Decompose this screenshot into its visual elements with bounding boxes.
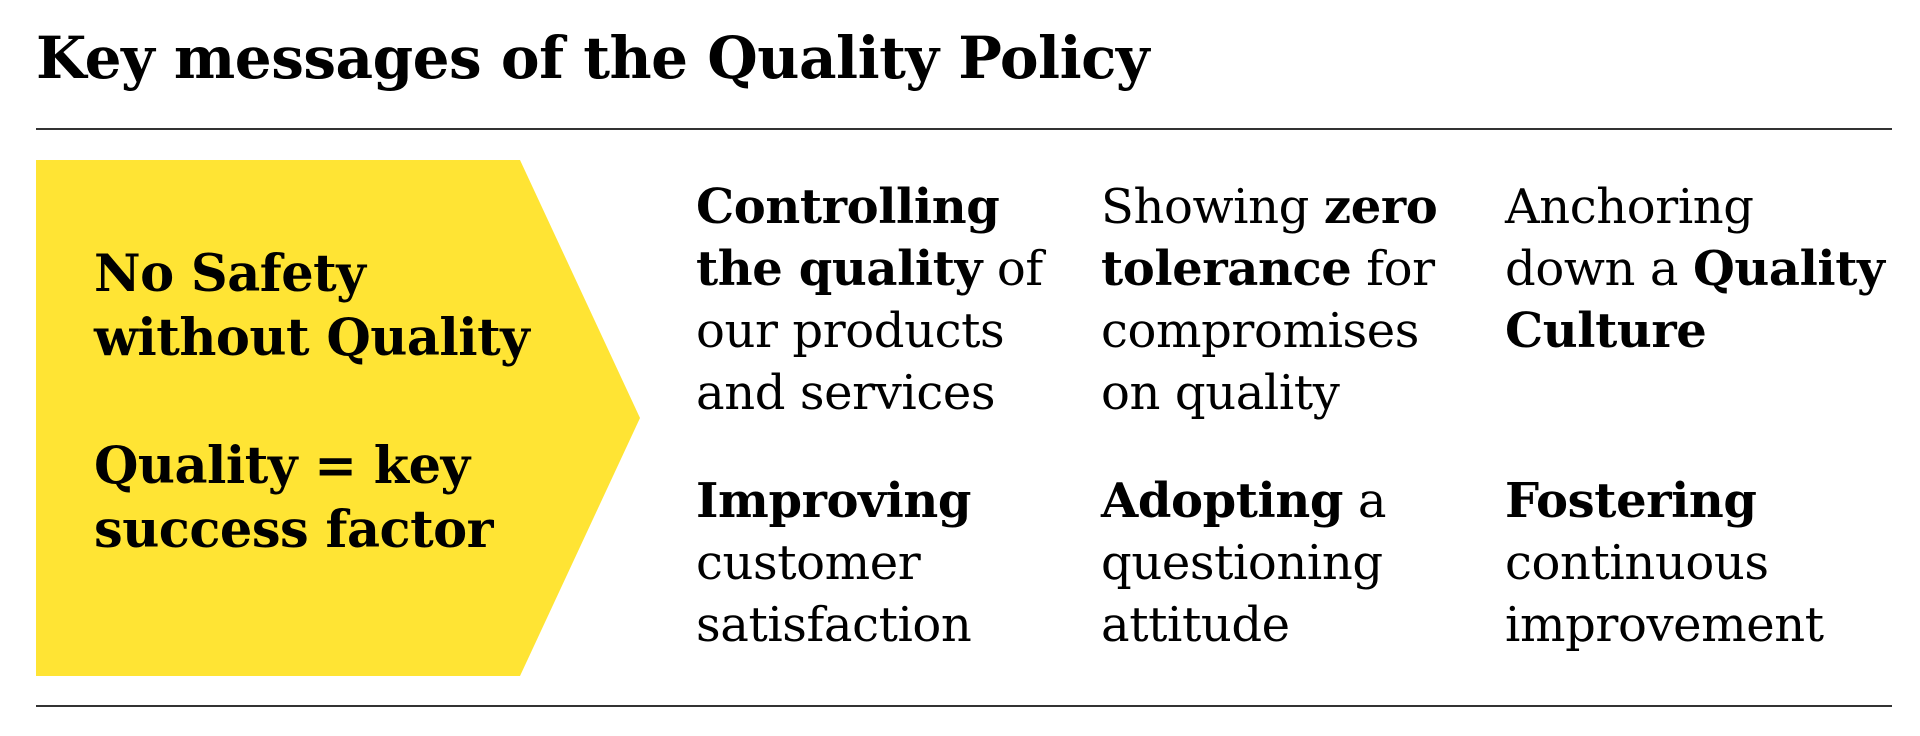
message-line: tolerance for: [1101, 238, 1437, 300]
message-text: down a: [1505, 241, 1693, 297]
message-text: compromises: [1101, 303, 1420, 359]
message-text: Anchoring: [1505, 179, 1754, 235]
message-line: customer: [696, 532, 971, 594]
message-line: compromises: [1101, 300, 1437, 362]
message-emphasis: Culture: [1505, 303, 1707, 359]
message-line: down a Quality: [1505, 238, 1885, 300]
message-text: customer: [696, 535, 921, 591]
message-line: without Quality: [94, 308, 530, 368]
message-text: on quality: [1101, 365, 1340, 421]
message-text: questioning: [1101, 535, 1383, 591]
arrow-messages: No Safety without Quality Quality = key …: [94, 242, 530, 562]
message-line: Showing zero: [1101, 176, 1438, 238]
message-text: for: [1351, 241, 1435, 297]
message-text: Showing: [1101, 179, 1324, 235]
page-title: Key messages of the Quality Policy: [36, 24, 1150, 92]
message-text: attitude: [1101, 597, 1290, 653]
message-controlling-quality: Controlling the quality of our products and…: [696, 176, 1043, 424]
message-text: our products: [696, 303, 1005, 359]
message-customer-satisfaction: Improving customer satisfaction: [696, 470, 972, 656]
message-emphasis: Controlling: [696, 179, 1000, 235]
message-line: our products: [696, 300, 1043, 362]
message-line: Culture: [1505, 300, 1885, 362]
message-line: continuous: [1505, 532, 1824, 594]
message-text: and services: [696, 365, 996, 421]
yellow-arrow-shape: [36, 160, 640, 676]
message-text: of: [982, 241, 1043, 297]
message-line: attitude: [1101, 594, 1386, 656]
message-emphasis: the quality: [696, 241, 983, 297]
message-line: Quality = key: [94, 436, 470, 496]
message-text: improvement: [1505, 597, 1824, 653]
message-emphasis: Fostering: [1505, 473, 1757, 529]
message-line: questioning: [1101, 532, 1386, 594]
message-line: Anchoring: [1505, 176, 1885, 238]
message-line: and services: [696, 362, 1043, 424]
message-line: Controlling: [696, 176, 1043, 238]
message-text: satisfaction: [696, 597, 972, 653]
message-text: continuous: [1505, 535, 1769, 591]
bottom-divider: [36, 705, 1892, 707]
message-line: No Safety: [94, 244, 366, 304]
top-divider: [36, 128, 1892, 130]
message-quality-culture: Anchoring down a Quality Culture: [1505, 176, 1885, 362]
message-no-safety: No Safety without Quality: [94, 242, 530, 370]
message-text: a: [1343, 473, 1387, 529]
message-line: the quality of: [696, 238, 1043, 300]
message-emphasis: tolerance: [1101, 241, 1352, 297]
message-line: Adopting a: [1101, 470, 1387, 532]
message-key-success: Quality = key success factor: [94, 434, 529, 562]
message-line: success factor: [94, 500, 494, 560]
message-line: satisfaction: [696, 594, 972, 656]
message-emphasis: Improving: [696, 473, 972, 529]
message-zero-tolerance: Showing zero tolerance for compromises on q…: [1101, 176, 1438, 424]
message-line: Improving: [696, 470, 972, 532]
message-questioning-attitude: Adopting a questioning attitude: [1101, 470, 1387, 656]
message-emphasis: Quality: [1692, 241, 1885, 297]
message-continuous-improvement: Fostering continuous improvement: [1505, 470, 1824, 656]
message-emphasis: Adopting: [1101, 473, 1344, 529]
message-emphasis: zero: [1323, 179, 1438, 235]
message-line: improvement: [1505, 594, 1824, 656]
message-line: on quality: [1101, 362, 1437, 424]
arrow-polygon: [36, 160, 640, 676]
message-line: Fostering: [1505, 470, 1824, 532]
